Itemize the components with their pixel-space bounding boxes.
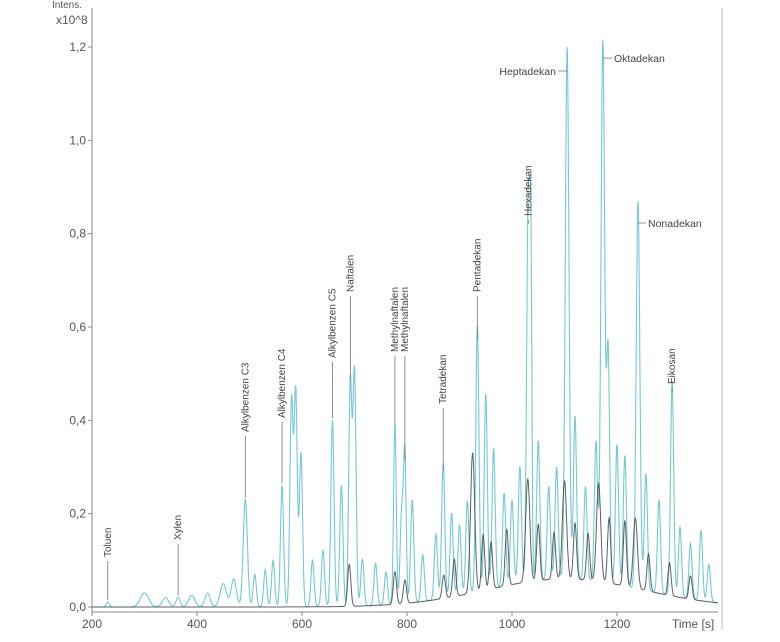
- x-tick-label: 1200: [604, 617, 631, 631]
- y-tick-label: 0,6: [69, 320, 86, 334]
- y-tick-label: 0,8: [69, 227, 86, 241]
- x-tick-label: 1000: [499, 617, 526, 631]
- y-tick-label: 0,2: [69, 507, 86, 521]
- y-axis-label: Intens.: [52, 0, 82, 11]
- peak-label: Tetradekan: [438, 355, 449, 404]
- x-tick-label: 600: [292, 617, 312, 631]
- peak-label: Pentadekan: [472, 239, 483, 292]
- peak-label: Naftalen: [345, 255, 356, 292]
- peak-label: Toluen: [103, 528, 114, 557]
- peak-label: Oktadekan: [614, 53, 665, 65]
- peak-label: Eikosan: [667, 348, 678, 384]
- peak-label: Alkylbenzen C4: [277, 348, 288, 418]
- peak-label: Hexadekan: [523, 165, 534, 216]
- y-tick-label: 1,0: [69, 133, 86, 147]
- series-2-trace: [92, 452, 718, 608]
- peak-label: Xylen: [173, 515, 184, 540]
- x-tick-label: 800: [397, 617, 417, 631]
- peak-label: Alkylbenzen C5: [327, 288, 338, 358]
- peak-label: Alkylbenzen C3: [240, 362, 251, 432]
- x-tick-label: 400: [187, 617, 207, 631]
- x-axis-label: Time [s]: [672, 617, 714, 631]
- peak-label: Methylnaftalen: [390, 287, 401, 352]
- peak-label: Nonadekan: [648, 218, 702, 230]
- y-axis-unit: x10^8: [56, 13, 88, 27]
- x-tick-label: 200: [82, 617, 102, 631]
- y-tick-label: 0,0: [69, 600, 86, 614]
- peak-label: Heptadekan: [499, 66, 556, 78]
- y-tick-label: 1,2: [69, 40, 86, 54]
- y-tick-label: 0,4: [69, 413, 86, 427]
- peak-label: Methylnaftalen: [400, 287, 411, 352]
